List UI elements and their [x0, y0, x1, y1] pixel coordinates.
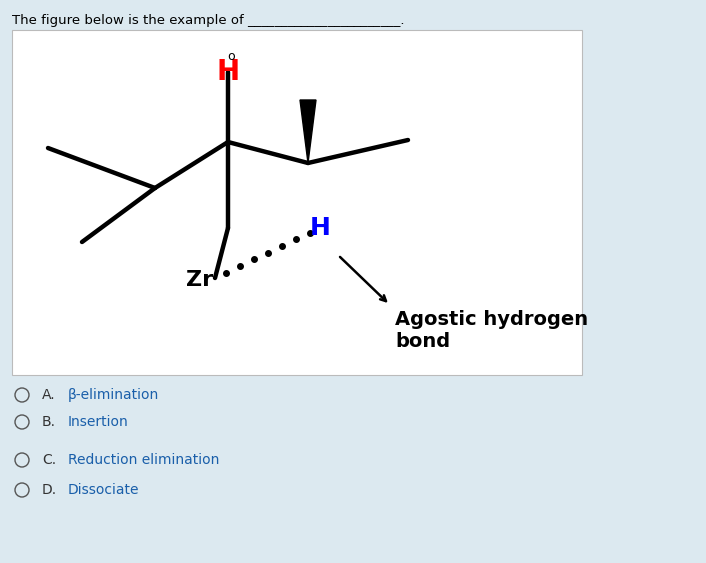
Text: Zr: Zr — [186, 270, 213, 290]
Text: Dissociate: Dissociate — [68, 483, 140, 497]
Text: Insertion: Insertion — [68, 415, 128, 429]
Text: Reduction elimination: Reduction elimination — [68, 453, 220, 467]
Text: D.: D. — [42, 483, 57, 497]
Text: The figure below is the example of _______________________.: The figure below is the example of _____… — [12, 14, 405, 27]
Text: B.: B. — [42, 415, 56, 429]
Text: H: H — [309, 216, 330, 240]
Polygon shape — [300, 100, 316, 163]
Text: o: o — [227, 50, 235, 62]
Text: C.: C. — [42, 453, 56, 467]
Text: β-elimination: β-elimination — [68, 388, 160, 402]
FancyBboxPatch shape — [12, 30, 582, 375]
Text: Agostic hydrogen
bond: Agostic hydrogen bond — [395, 310, 588, 351]
Text: A.: A. — [42, 388, 56, 402]
Text: H: H — [217, 58, 239, 86]
